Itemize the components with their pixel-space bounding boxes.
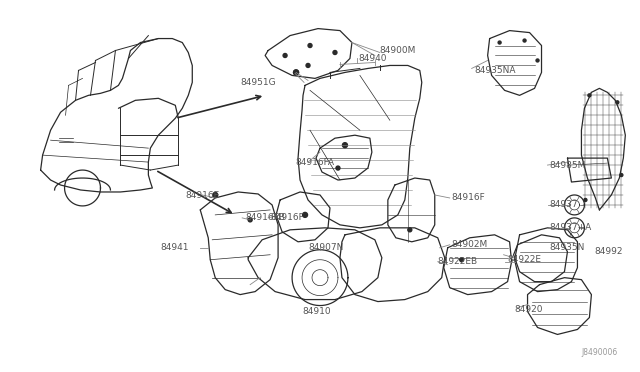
Text: 84902M: 84902M (452, 240, 488, 249)
Text: 84922E: 84922E (508, 255, 541, 264)
Text: 84937+A: 84937+A (550, 223, 592, 232)
Polygon shape (536, 59, 539, 62)
Text: J8490006: J8490006 (581, 348, 618, 357)
Polygon shape (342, 143, 348, 148)
Text: 84951G: 84951G (240, 78, 276, 87)
Polygon shape (308, 44, 312, 48)
Polygon shape (620, 174, 623, 177)
Text: 84916FB: 84916FB (245, 214, 285, 222)
Polygon shape (616, 101, 619, 104)
Polygon shape (294, 70, 298, 75)
Text: 84916E: 84916E (186, 192, 220, 201)
Polygon shape (283, 54, 287, 58)
Text: 84935NA: 84935NA (475, 66, 516, 75)
Text: 84941: 84941 (161, 243, 189, 252)
Polygon shape (498, 41, 501, 44)
Polygon shape (336, 166, 340, 170)
Text: 84940: 84940 (358, 54, 387, 63)
Polygon shape (408, 228, 412, 232)
Text: 84916FA: 84916FA (295, 158, 334, 167)
Text: 84910: 84910 (302, 307, 331, 316)
Polygon shape (584, 198, 587, 202)
Text: 84916F: 84916F (452, 193, 486, 202)
Polygon shape (294, 70, 298, 75)
Text: 84907N: 84907N (308, 243, 344, 252)
Text: 84937: 84937 (550, 201, 578, 209)
Polygon shape (460, 258, 464, 262)
Text: 84920: 84920 (515, 305, 543, 314)
Polygon shape (523, 39, 526, 42)
Text: 84900M: 84900M (380, 46, 416, 55)
Polygon shape (333, 51, 337, 54)
Polygon shape (248, 218, 252, 222)
Polygon shape (306, 64, 310, 67)
Text: 84992: 84992 (595, 247, 623, 256)
Text: 84985M: 84985M (550, 161, 586, 170)
Polygon shape (588, 94, 591, 97)
Polygon shape (212, 192, 218, 198)
Text: 84935N: 84935N (550, 243, 585, 252)
Text: 84916F: 84916F (270, 214, 304, 222)
Polygon shape (303, 212, 308, 217)
Text: 84922EB: 84922EB (438, 257, 478, 266)
